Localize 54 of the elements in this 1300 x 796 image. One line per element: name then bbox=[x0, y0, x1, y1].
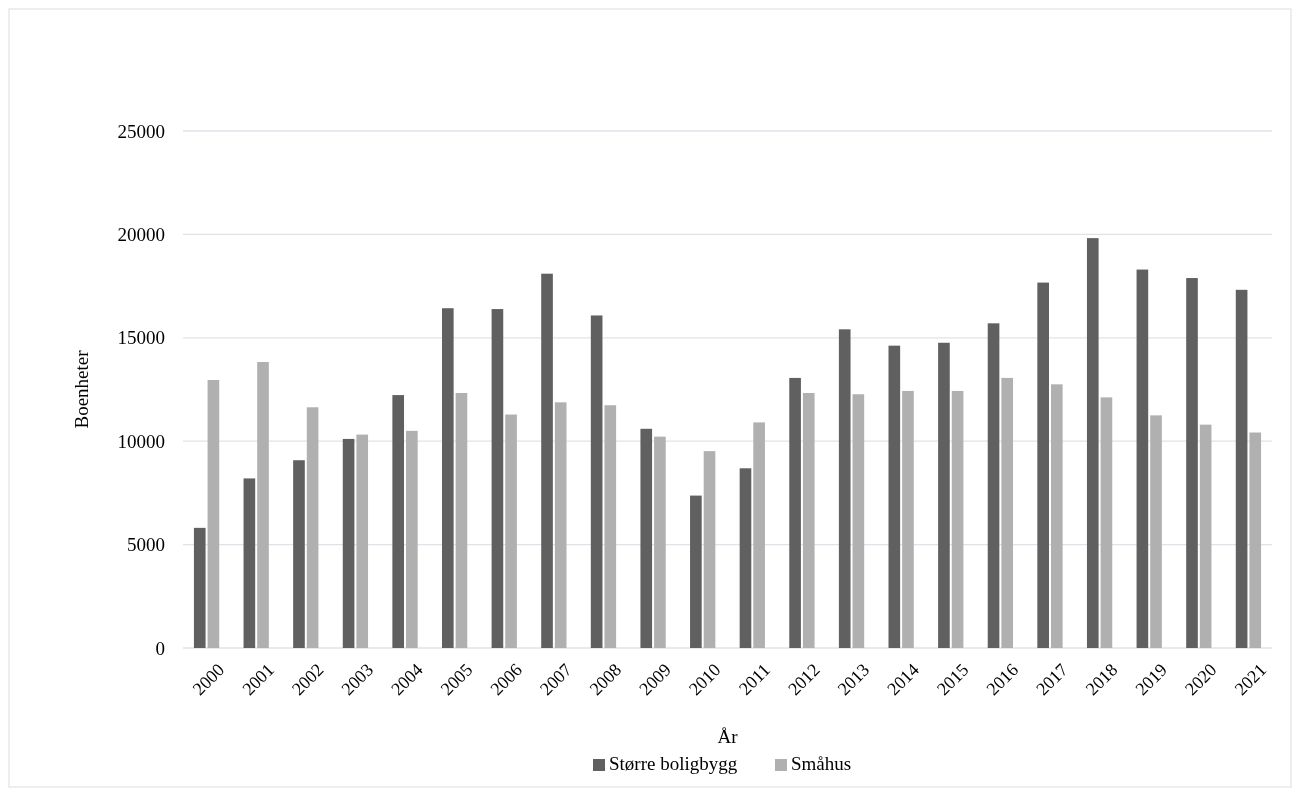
y-axis-title: Boenheter bbox=[71, 349, 92, 429]
legend-label: Større boligbygg bbox=[609, 753, 738, 774]
bar bbox=[356, 434, 369, 648]
bar bbox=[938, 342, 950, 648]
bar bbox=[392, 395, 405, 648]
y-tick-label: 10000 bbox=[117, 430, 165, 452]
bar bbox=[342, 438, 355, 648]
bar bbox=[1086, 238, 1099, 648]
bar bbox=[640, 428, 653, 648]
bar bbox=[902, 390, 914, 648]
bar bbox=[802, 393, 815, 648]
bar bbox=[441, 308, 454, 648]
y-tick-label: 0 bbox=[155, 637, 165, 659]
bar bbox=[604, 405, 617, 648]
bar bbox=[207, 379, 220, 648]
bar bbox=[888, 345, 901, 648]
bar bbox=[1186, 278, 1198, 648]
y-tick-label: 25000 bbox=[117, 120, 165, 142]
bar bbox=[257, 362, 269, 648]
y-tick-label: 20000 bbox=[117, 224, 165, 246]
bar bbox=[455, 393, 468, 648]
bar bbox=[690, 495, 702, 648]
bar bbox=[951, 390, 964, 648]
bar bbox=[1249, 432, 1262, 648]
bar bbox=[739, 468, 752, 648]
legend-label: Småhus bbox=[791, 753, 852, 774]
bar bbox=[753, 422, 765, 648]
x-axis-title: År bbox=[717, 726, 739, 747]
bar bbox=[1199, 424, 1212, 648]
bar bbox=[1136, 269, 1149, 648]
bar bbox=[1150, 415, 1162, 648]
bar bbox=[541, 273, 553, 648]
y-tick-label: 15000 bbox=[117, 327, 165, 349]
bar bbox=[1001, 377, 1014, 648]
bar bbox=[838, 329, 851, 648]
bar bbox=[554, 402, 567, 648]
bar bbox=[654, 436, 666, 648]
bar bbox=[1235, 289, 1248, 648]
bar bbox=[1037, 282, 1049, 648]
bar bbox=[505, 414, 517, 648]
bar bbox=[406, 430, 418, 648]
bar bbox=[1050, 384, 1063, 648]
bar bbox=[243, 478, 256, 648]
bar bbox=[590, 315, 603, 648]
bar bbox=[852, 394, 865, 648]
bar bbox=[703, 451, 716, 648]
bar bbox=[306, 407, 319, 648]
bar bbox=[987, 323, 1000, 648]
bar bbox=[789, 377, 801, 648]
bar bbox=[1100, 397, 1113, 648]
bar bbox=[193, 527, 206, 648]
y-tick-label: 5000 bbox=[127, 534, 165, 556]
bar bbox=[491, 309, 504, 648]
bar bbox=[293, 460, 305, 648]
